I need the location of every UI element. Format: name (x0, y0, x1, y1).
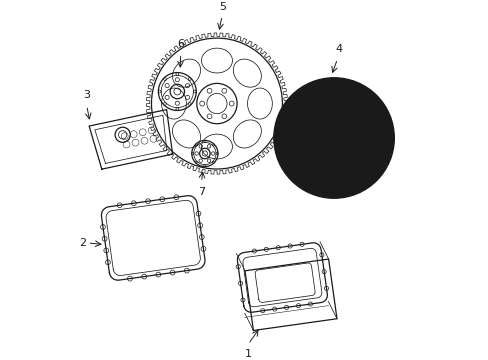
Text: 3: 3 (83, 90, 90, 100)
Circle shape (273, 78, 393, 198)
Text: 2: 2 (80, 238, 86, 248)
Text: 1: 1 (244, 349, 251, 359)
Text: 4: 4 (335, 44, 342, 54)
Text: 6: 6 (177, 40, 184, 49)
Text: 7: 7 (198, 187, 204, 197)
Text: 5: 5 (219, 1, 226, 12)
